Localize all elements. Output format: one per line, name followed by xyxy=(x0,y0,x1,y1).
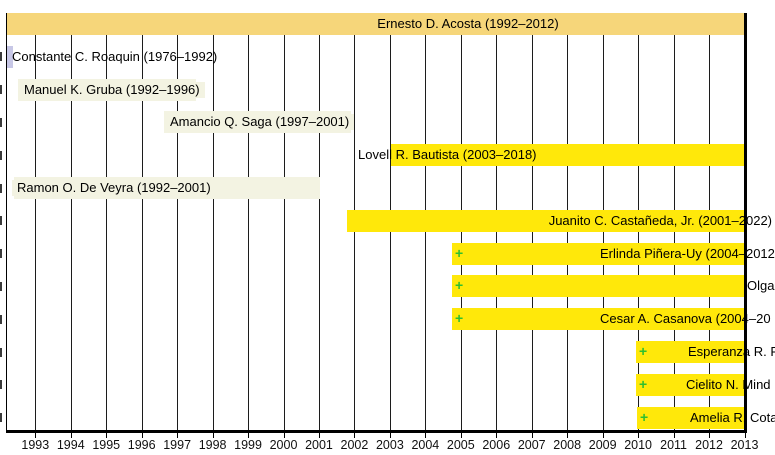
term-start-marker-icon: + xyxy=(640,408,649,425)
x-axis-tick-label: 1997 xyxy=(163,438,192,452)
tenure-bar-label: Constante C. Roaquin (1976–1992) xyxy=(12,48,218,64)
tenure-bar xyxy=(391,144,745,167)
x-axis-tick xyxy=(638,431,640,438)
plot-bottom-border xyxy=(5,429,747,433)
x-axis-tick-label: 2013 xyxy=(730,438,759,452)
year-gridline xyxy=(106,13,108,430)
x-axis-tick-label: 2009 xyxy=(588,438,617,452)
year-gridline xyxy=(248,13,250,430)
x-axis-tick-label: 1993 xyxy=(21,438,50,452)
term-start-marker-icon: + xyxy=(639,375,648,392)
x-axis-tick-label: 2012 xyxy=(695,438,723,452)
tenure-bar xyxy=(6,45,13,68)
tenure-bar xyxy=(636,373,745,396)
tenure-bar-label: Esperanza R. F xyxy=(688,344,775,359)
plot-left-border xyxy=(5,13,7,433)
x-axis-tick xyxy=(70,431,72,438)
x-axis-tick-label: 2007 xyxy=(517,438,546,452)
year-gridline xyxy=(141,13,143,430)
tenure-bar-label: Ramon O. De Veyra (1992–2001) xyxy=(12,180,216,196)
year-gridline xyxy=(283,13,285,430)
clipped-y-label-fragment xyxy=(0,413,2,423)
x-axis-tick-label: 2001 xyxy=(305,438,333,452)
clipped-y-label-fragment xyxy=(0,150,2,160)
tenure-bar xyxy=(636,341,745,363)
term-start-marker-icon: + xyxy=(455,310,464,327)
clipped-y-label-fragment xyxy=(0,281,2,291)
x-axis-tick-label: 2002 xyxy=(340,438,369,452)
tenure-bar-label: Amelia R. Cota xyxy=(690,409,775,425)
year-gridline xyxy=(35,13,37,430)
x-axis-tick-label: 2000 xyxy=(269,438,298,452)
tenure-bar xyxy=(347,209,745,232)
tenure-bar-label: Cesar A. Casanova (2004–20 xyxy=(600,311,771,327)
tenure-bar-label: Olga xyxy=(747,278,775,294)
x-axis-tick xyxy=(106,431,108,438)
clipped-y-label-fragment xyxy=(0,52,2,62)
clipped-y-label-fragment xyxy=(0,117,2,127)
x-axis-tick xyxy=(567,431,569,438)
clipped-y-label-fragment xyxy=(0,183,2,193)
x-axis-tick xyxy=(177,431,179,438)
year-gridline xyxy=(177,13,179,430)
x-axis-tick xyxy=(212,431,214,438)
x-axis-tick-label: 2005 xyxy=(446,438,475,452)
tenure-bar xyxy=(6,13,745,35)
x-axis-tick xyxy=(744,431,746,438)
x-axis-tick-label: 1996 xyxy=(127,438,156,452)
clipped-y-label-fragment xyxy=(0,347,2,357)
tenure-bar xyxy=(452,242,745,265)
plot-right-border xyxy=(743,13,747,433)
tenure-bar xyxy=(637,406,745,429)
x-axis-tick xyxy=(389,431,391,438)
x-axis-tick-label: 2004 xyxy=(411,438,440,452)
tenure-bar-label: Cielito N. Mind xyxy=(686,376,771,392)
clipped-y-label-fragment xyxy=(0,314,2,324)
x-axis-tick xyxy=(283,431,285,438)
term-start-marker-icon: + xyxy=(639,343,648,359)
clipped-y-label-fragment xyxy=(0,380,2,390)
term-start-marker-icon: + xyxy=(455,277,464,294)
x-axis-tick xyxy=(531,431,533,438)
x-axis-tick-label: 1994 xyxy=(56,438,85,452)
x-axis-tick xyxy=(602,431,604,438)
x-axis-tick xyxy=(709,431,711,438)
x-axis-tick xyxy=(141,431,143,438)
x-axis-tick-label: 2011 xyxy=(660,438,688,452)
tenure-bar-label: Erlinda Piñera-Uy (2004–2012 xyxy=(600,245,775,261)
term-start-marker-icon: + xyxy=(455,244,464,261)
clipped-y-label-fragment xyxy=(0,85,2,95)
x-axis-tick-label: 2010 xyxy=(624,438,653,452)
x-axis-tick xyxy=(318,431,320,438)
tenure-bar-label: Juanito C. Castañeda, Jr. (2001–2022) xyxy=(548,212,772,228)
year-gridline xyxy=(318,13,320,430)
x-axis-tick xyxy=(35,431,37,438)
year-gridline xyxy=(212,13,214,430)
x-axis-tick xyxy=(673,431,675,438)
tenure-bar-label: Manuel K. Gruba (1992–1996) xyxy=(19,81,205,98)
clipped-y-label-fragment xyxy=(0,249,2,259)
x-axis-tick xyxy=(248,431,250,438)
x-axis-tick-label: 1999 xyxy=(234,438,262,452)
x-axis-tick xyxy=(425,431,427,438)
tenure-bar-label: Ernesto D. Acosta (1992–2012) xyxy=(377,16,559,31)
year-gridline xyxy=(70,13,72,430)
x-axis-tick-label: 2003 xyxy=(375,438,404,452)
x-axis-tick-label: 2006 xyxy=(482,438,511,452)
tenure-bar xyxy=(452,275,745,298)
x-axis-tick-label: 1998 xyxy=(198,438,227,452)
tenure-bar xyxy=(452,308,745,331)
x-axis-tick-label: 2008 xyxy=(553,438,582,452)
tenure-bar-label: Lovell R. Bautista (2003–2018) xyxy=(358,147,537,163)
x-axis-tick-label: 1995 xyxy=(92,438,121,452)
clipped-y-label-fragment xyxy=(0,216,2,226)
x-axis-tick xyxy=(496,431,498,438)
x-axis-tick xyxy=(354,431,356,438)
x-axis-tick xyxy=(460,431,462,438)
tenure-bar-label: Amancio Q. Saga (1997–2001) xyxy=(165,114,355,131)
